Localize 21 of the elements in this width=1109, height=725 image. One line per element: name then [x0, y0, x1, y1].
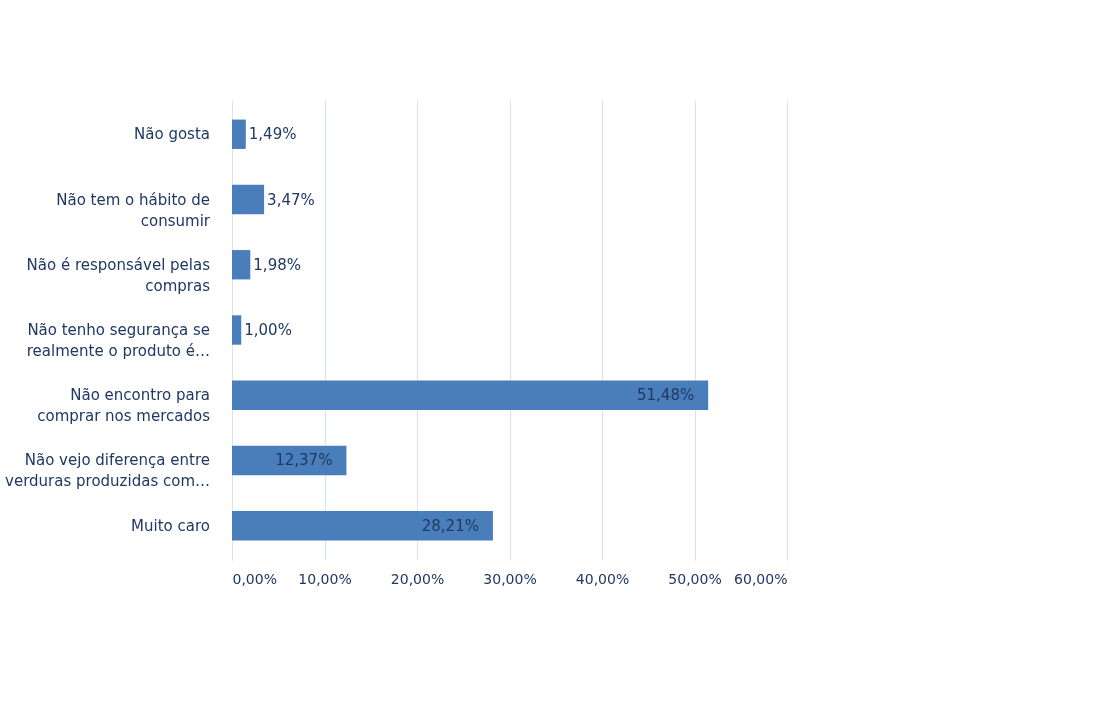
- data-label: 12,37%: [275, 451, 333, 470]
- data-label: 3,47%: [267, 190, 315, 209]
- y-tick-label: Não encontro para comprar nos mercados: [37, 386, 211, 426]
- data-label: 28,21%: [421, 516, 479, 535]
- x-tick-label: 50,00%: [668, 570, 722, 587]
- x-tick-label: 60,00%: [734, 570, 788, 587]
- data-label: 51,48%: [636, 386, 695, 405]
- x-tick-label: 10,00%: [298, 570, 352, 587]
- y-tick-label: Não gosta: [134, 125, 210, 144]
- x-tick-label: 40,00%: [575, 570, 630, 587]
- data-label: 1,98%: [253, 255, 301, 274]
- y-tick-label: Não tem o hábito de consumir: [56, 190, 211, 230]
- x-tick-label: 30,00%: [483, 570, 537, 587]
- data-label: 1,00%: [244, 321, 292, 339]
- x-tick-label: 0,00%: [232, 570, 277, 587]
- data-label: 1,49%: [248, 125, 297, 144]
- y-tick-label: Não tenho segurança se realmente o produto é…: [26, 321, 210, 360]
- y-tick-label: Não vejo diferença entre verduras produzidas com…: [5, 451, 210, 491]
- x-tick-label: 20,00%: [390, 570, 445, 587]
- y-tick-label: Muito caro: [131, 516, 210, 535]
- y-tick-label: Não é responsável pelas compras: [26, 255, 211, 295]
